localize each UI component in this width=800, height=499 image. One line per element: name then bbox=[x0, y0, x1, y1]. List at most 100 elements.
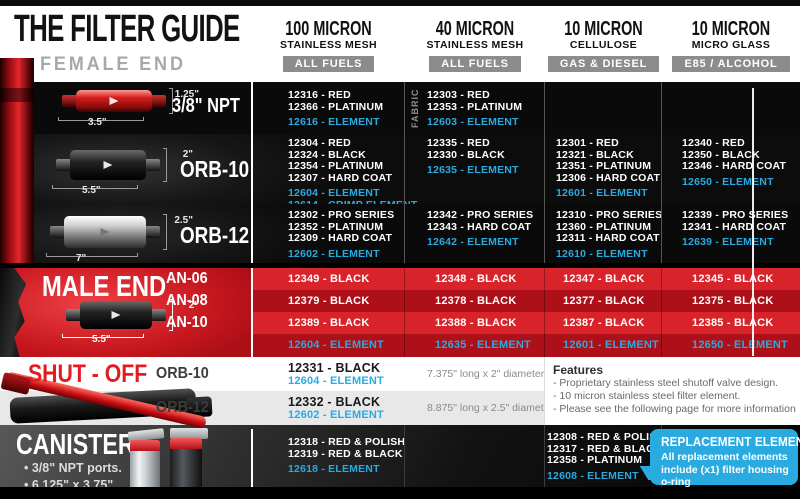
column-header-100-micron: 100 MICRON STAINLESS MESH ALL FUELS bbox=[252, 18, 405, 72]
product-photo-canisters bbox=[118, 428, 222, 496]
column-micron: 40 MICRON bbox=[435, 18, 515, 40]
size-note: 8.875" long x 2.5" diameter bbox=[427, 402, 553, 414]
elements-list: 12639 - ELEMENT bbox=[682, 236, 800, 249]
part-number: 12387 - BLACK bbox=[563, 317, 645, 329]
parts-cell: 12342 - PRO SERIES 12343 - HARD COAT 1264… bbox=[405, 204, 545, 263]
part-number: 12339 - PRO SERIES bbox=[682, 209, 789, 221]
part-number: 12332 - BLACK bbox=[288, 395, 381, 409]
parts-list: 12303 - RED 12353 - PLATINUM bbox=[427, 89, 545, 113]
element-part-number: 12650 - ELEMENT bbox=[692, 339, 788, 351]
part-number: 12360 - PLATINUM bbox=[556, 220, 652, 233]
column-header-10-micron-micro-glass: 10 MICRON MICRO GLASS E85 / ALCOHOL bbox=[662, 18, 800, 72]
parts-list: 12301 - RED 12321 - BLACK 12351 - PLATINUM… bbox=[556, 137, 662, 184]
elements-list: 12608 - ELEMENT bbox=[547, 470, 664, 483]
elements-list: 12601 - ELEMENT bbox=[556, 187, 662, 200]
filter-body bbox=[80, 301, 152, 329]
row-label-an06: AN-06 bbox=[166, 270, 208, 287]
part-number: 12353 - PLATINUM bbox=[427, 100, 523, 113]
column-divider bbox=[404, 425, 405, 487]
column-divider bbox=[404, 268, 405, 357]
page-title: THE FILTER GUIDE bbox=[14, 8, 240, 50]
dimension-length: 5.5" bbox=[92, 334, 111, 345]
part-number: 12302 - PRO SERIES bbox=[288, 209, 395, 221]
parts-cell: 12331 - BLACK 12604 - ELEMENT bbox=[252, 357, 405, 391]
table-row-npt: 1.25" 3.5" 3/8" NPT 12316 - RED 12366 - P… bbox=[0, 82, 800, 134]
dimension-line bbox=[58, 117, 144, 121]
column-divider bbox=[404, 82, 405, 263]
elements-list: 12618 - ELEMENT bbox=[288, 463, 405, 476]
element-part-number: 12601 - ELEMENT bbox=[556, 187, 648, 199]
parts-cell-empty bbox=[662, 82, 800, 134]
element-part-number: 12602 - ELEMENT bbox=[288, 409, 384, 421]
element-part-number: 12604 - ELEMENT bbox=[288, 375, 384, 387]
feature-item: - Please see the following page for more… bbox=[553, 403, 796, 415]
part-number: 12348 - BLACK bbox=[435, 273, 517, 285]
aeromotive-logo bbox=[100, 228, 110, 236]
element-part-number: 12603 - ELEMENT bbox=[427, 116, 519, 128]
features-title: Features bbox=[553, 363, 604, 377]
element-part-number: 12642 - ELEMENT bbox=[427, 236, 519, 248]
parts-list: 12342 - PRO SERIES 12343 - HARD COAT bbox=[427, 209, 545, 233]
part-number: 12330 - BLACK bbox=[427, 148, 505, 161]
filter-port bbox=[151, 309, 166, 321]
part-number: 12358 - PLATINUM bbox=[547, 454, 643, 466]
dimension-height: 2" bbox=[188, 300, 199, 311]
parts-cell: 12304 - RED 12324 - BLACK 12354 - PLATINUM… bbox=[252, 134, 417, 211]
filter-port bbox=[145, 226, 160, 238]
filter-port bbox=[62, 95, 77, 107]
row-label: ORB-10 bbox=[180, 156, 250, 182]
filter-image-black: 2" 5.5" bbox=[52, 148, 193, 196]
dimension-line bbox=[163, 214, 167, 250]
column-micron: 100 MICRON bbox=[285, 18, 372, 40]
filter-image-black-male: 2" 5.5" bbox=[62, 299, 199, 345]
column-header-40-micron: 40 MICRON STAINLESS MESH ALL FUELS bbox=[405, 18, 545, 72]
parts-list: 12340 - RED 12350 - BLACK 12346 - HARD COA… bbox=[682, 137, 800, 173]
elements-list: 12650 - ELEMENT bbox=[682, 175, 800, 189]
parts-cell: 12310 - PRO SERIES 12360 - PLATINUM 12311 … bbox=[545, 204, 662, 263]
row-label-cell: 2.5" 7" ORB-12 bbox=[0, 204, 252, 264]
fuel-badge: ALL FUELS bbox=[282, 56, 375, 72]
part-number: 12366 - PLATINUM bbox=[288, 100, 384, 113]
row-label: ORB-12 bbox=[180, 222, 250, 248]
dimension-line bbox=[169, 88, 173, 114]
dimension-length: 5.5" bbox=[82, 185, 101, 196]
dimension-length: 7" bbox=[76, 253, 87, 264]
element-part-number: 12604 - ELEMENT bbox=[288, 187, 380, 199]
part-number: 12307 - HARD COAT bbox=[288, 171, 393, 184]
part-number: 12349 - BLACK bbox=[288, 273, 370, 285]
part-number: 12377 - BLACK bbox=[563, 295, 645, 307]
table-row-orb12: 2.5" 7" ORB-12 12302 - PRO SERIES 12352 -… bbox=[0, 204, 800, 264]
feature-item: - 10 micron stainless steel filter eleme… bbox=[553, 390, 741, 402]
element-part-number: 12610 - ELEMENT bbox=[556, 247, 648, 260]
shut-off-title: SHUT - OFF bbox=[28, 360, 148, 388]
column-divider bbox=[251, 429, 253, 487]
fuel-badge: GAS & DIESEL bbox=[547, 56, 660, 72]
part-number: 12321 - BLACK bbox=[556, 148, 634, 161]
column-divider bbox=[251, 82, 253, 263]
part-number: 12306 - HARD COAT bbox=[556, 171, 661, 184]
part-number: 12324 - BLACK bbox=[288, 148, 366, 161]
shut-off-section: SHUT - OFF ORB-10 ORB-12 12331 - BLACK 1… bbox=[0, 357, 800, 429]
element-part-number: 12650 - ELEMENT bbox=[682, 175, 774, 188]
canister-section: CANISTER • 3/8" NPT ports. • 6.125" x 3.… bbox=[0, 425, 800, 499]
parts-cell: 12308 - RED & POLISH 12317 - RED & BLACK 1… bbox=[545, 425, 664, 482]
row-label: 3/8" NPT bbox=[172, 95, 240, 117]
column-media: MICRO GLASS bbox=[691, 39, 771, 51]
part-number: 12316 - RED bbox=[288, 89, 351, 101]
part-number: 12308 - RED & POLISH bbox=[547, 431, 665, 443]
filter-body bbox=[70, 150, 146, 180]
filter-port bbox=[50, 226, 65, 238]
bottom-border-bar bbox=[0, 487, 800, 499]
male-end-section: MALE END AN-06 AN-08 AN-10 2" 5.5" 12349… bbox=[0, 263, 800, 357]
dimension-height: 2.5" bbox=[174, 215, 193, 226]
filter-body bbox=[76, 90, 152, 112]
part-number: 12311 - HARD COAT bbox=[556, 232, 660, 244]
elements-list: 12602 - ELEMENT bbox=[288, 248, 405, 261]
part-number: 12351 - PLATINUM bbox=[556, 160, 652, 172]
elements-list: 12610 - ELEMENT bbox=[556, 247, 662, 261]
element-part-number: 12618 - ELEMENT bbox=[288, 463, 380, 475]
parts-cell: 12332 - BLACK 12602 - ELEMENT bbox=[252, 391, 405, 425]
parts-list: 12304 - RED 12324 - BLACK 12354 - PLATINUM… bbox=[288, 137, 405, 184]
